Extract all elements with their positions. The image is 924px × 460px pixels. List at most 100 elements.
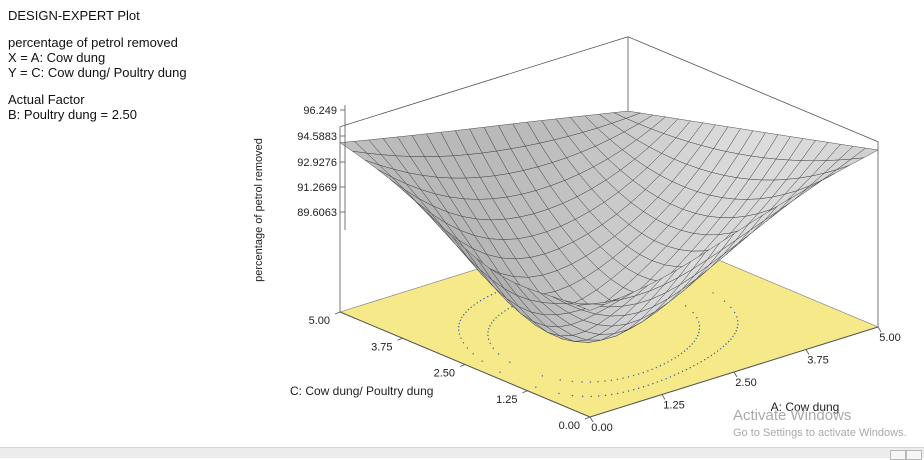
contour-point (647, 370, 649, 372)
contour-point (466, 347, 469, 349)
x-axis-label: A: Cow dung (771, 400, 840, 414)
contour-point (458, 326, 460, 328)
contour-point (677, 354, 680, 357)
contour-point (581, 381, 583, 383)
z-axis-label: percentage of petrol removed (253, 138, 265, 282)
contour-point (498, 314, 500, 317)
surface-plot: 0.00 1.25 2.50 3.75 5.00 0.00 1.25 2.50 3.75 5.00… (253, 36, 901, 434)
response-surface (339, 110, 879, 343)
contour-point (604, 394, 607, 397)
y-tick-label: 1.25 (496, 394, 517, 406)
contour-point (604, 380, 606, 382)
scroll-right-button[interactable] (906, 450, 922, 460)
contour-point (590, 395, 593, 398)
y-tick (522, 390, 528, 394)
contour-point (481, 360, 483, 362)
x-tick (877, 326, 882, 333)
contour-point (727, 340, 730, 343)
contour-point (627, 376, 630, 378)
contour-point (462, 342, 465, 344)
status-bar (0, 447, 924, 460)
contour-point (571, 380, 573, 383)
contour-point (627, 390, 630, 392)
contour-point (511, 306, 513, 308)
contour-point (698, 321, 700, 323)
contour-point (487, 331, 489, 333)
frame-top-back-edge (339, 36, 629, 128)
contour-point (719, 348, 722, 350)
contour-point (669, 376, 672, 378)
contour-point (535, 386, 537, 388)
x-tick-label: 2.50 (735, 377, 756, 389)
contour-point (597, 381, 599, 383)
contour-point (703, 358, 706, 361)
contour-point (696, 363, 699, 365)
x-tick-label: 1.25 (663, 400, 684, 412)
contour-point (497, 353, 500, 355)
contour-point (736, 326, 739, 329)
contour-point (667, 361, 669, 363)
contour-point (733, 311, 736, 314)
contour-point (693, 365, 695, 367)
y-tick-label: 3.75 (371, 341, 392, 353)
contour-point (713, 352, 716, 354)
y-tick (334, 311, 341, 315)
y-tick-label: 5.00 (309, 315, 330, 327)
contour-point (689, 345, 691, 348)
contour-point (655, 366, 658, 369)
contour-point (691, 343, 693, 345)
x-tick (805, 349, 810, 355)
contour-point (638, 387, 640, 389)
contour-point (674, 357, 676, 359)
contour-point (487, 338, 490, 340)
contour-point (616, 378, 619, 380)
tick-marks (334, 109, 882, 423)
z-tick-label: 89.6063 (297, 207, 337, 219)
contour-point (696, 317, 698, 319)
contour-point (461, 316, 463, 319)
contour-point (642, 386, 645, 388)
z-tick-label: 96.249 (303, 105, 337, 117)
contour-point (736, 316, 738, 318)
scroll-left-button[interactable] (890, 450, 906, 460)
contour-point (489, 325, 491, 327)
contour-point (637, 373, 640, 375)
contour-point (467, 308, 470, 311)
watermark-subtitle: Go to Settings to activate Windows. (733, 427, 907, 439)
contour-point (698, 325, 701, 327)
contour-point (692, 311, 694, 314)
x-tick-label: 0.00 (591, 422, 612, 434)
contour-point (491, 322, 493, 324)
app-title: DESIGN-EXPERT Plot (8, 8, 140, 23)
y-tick (459, 364, 466, 367)
contour-point (483, 297, 485, 300)
x-tick-label: 5.00 (879, 332, 900, 344)
contour-point (492, 347, 494, 349)
contour-point (689, 366, 691, 369)
contour-point (589, 381, 592, 383)
contour-point (459, 319, 462, 322)
contour-point (458, 333, 461, 335)
activation-watermark: Activate Windows Go to Settings to activ… (733, 408, 907, 440)
actual-factor-value: B: Poultry dung = 2.50 (8, 107, 138, 122)
contour-point (661, 379, 663, 382)
contour-point (730, 338, 732, 340)
contour-point (737, 323, 739, 326)
plot-info: DESIGN-EXPERT Plot percentage of petrol … (8, 8, 187, 122)
contour-point (730, 306, 732, 309)
contour-point (487, 334, 489, 337)
contour-point (659, 365, 662, 367)
contour-point (670, 359, 673, 361)
contour-point (460, 337, 462, 339)
contour-point (725, 343, 727, 345)
z-tick-label: 91.2669 (297, 182, 337, 194)
contour-point (737, 320, 739, 322)
contour-point (734, 332, 736, 335)
contour-point (616, 392, 619, 395)
x-tick (589, 416, 594, 423)
x-tick (661, 394, 666, 400)
contour-point (490, 294, 493, 296)
contour-point (665, 377, 667, 380)
contour-point (458, 329, 460, 331)
y-axis-label: C: Cow dung/ Poultry dung (290, 384, 433, 398)
